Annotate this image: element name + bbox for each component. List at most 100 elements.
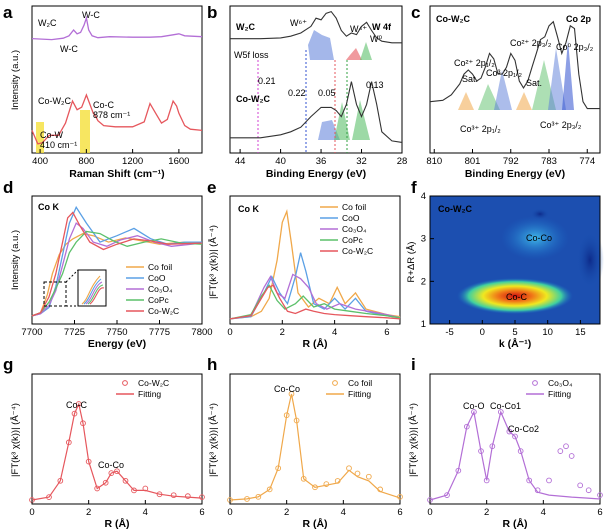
data-marker <box>497 409 504 415</box>
panel-d: 7700 7725 7750 7775 7800 Co K Co foilCoOCo₃O… <box>10 195 213 350</box>
label-878: 878 cm⁻¹ <box>93 110 130 120</box>
label-sat-1: Sat. <box>462 74 478 84</box>
series-line-copc <box>31 230 203 317</box>
y-tick-label: 2 <box>421 276 426 287</box>
label-410: 410 cm⁻¹ <box>40 140 77 150</box>
legend-label: Co foil <box>342 202 366 212</box>
y-axis-label-i: |FT(k³ χ(k))| (Å⁻⁴) <box>408 403 419 477</box>
legend-label: Fitting <box>548 389 571 399</box>
data-marker <box>354 470 361 477</box>
x-tick-label: 801 <box>465 156 481 167</box>
series-line-co-foil <box>31 232 203 317</box>
series-group-d <box>31 205 203 317</box>
series-line-co-foil <box>229 208 401 320</box>
data-marker <box>597 492 603 498</box>
series-line-co-w2c <box>31 93 203 145</box>
data-marker <box>266 486 273 493</box>
label-co-co-h: Co-Co <box>274 384 300 394</box>
label-w5f-loss: W5f loss <box>234 50 269 60</box>
legend-label: Co-W₂C <box>148 306 179 316</box>
series-line-co-w2c <box>229 284 401 320</box>
series-group-h <box>227 391 403 503</box>
x-tick-label: 6 <box>384 327 389 338</box>
series-line-copc <box>229 284 401 320</box>
x-tick-label: 36 <box>316 156 327 167</box>
y-axis-label-e: |FT(k³ χ(k))| (Å⁻⁴) <box>208 225 219 299</box>
x-tick-label: 32 <box>356 156 367 167</box>
x-tick-label: 792 <box>503 156 519 167</box>
y-axis-label-f: R+ΔR (Å) <box>406 242 417 283</box>
data-marker <box>517 448 524 454</box>
legend-label: Co-W₂C <box>342 246 373 256</box>
ticks-a: 400 800 1200 1600 <box>32 149 189 167</box>
x-axis-label-h: R (Å) <box>302 517 327 530</box>
label-w-c-1: W-C <box>60 44 78 54</box>
co3-2p12-peak <box>494 70 512 110</box>
data-marker <box>365 473 372 480</box>
x-tick-label: 1200 <box>122 156 143 167</box>
x-tick-label: 2 <box>280 327 285 338</box>
x-tick-label: 783 <box>541 156 557 167</box>
series-line-w2c <box>31 15 203 41</box>
w4-peak-top <box>346 48 362 60</box>
x-tick-label: 2 <box>86 507 91 518</box>
sat-peak-1 <box>458 92 474 110</box>
label-co3-2p12: Co³ 2p₁/₂ <box>486 68 523 78</box>
series-group-a <box>31 15 203 145</box>
data-marker <box>563 443 569 450</box>
inset-curve <box>85 281 103 305</box>
label-co-w2c: Co-W₂C <box>38 96 71 106</box>
co3-2p32-peak <box>548 48 566 110</box>
data-marker <box>114 468 120 475</box>
series-group-c <box>429 20 600 110</box>
x-axis-label-c: Binding Energy (eV) <box>465 168 565 180</box>
ticks-c: 810 801 792 783 774 <box>426 149 595 167</box>
data-marker <box>122 477 129 484</box>
zoom-connector-top <box>65 269 79 283</box>
dark-edge <box>576 230 604 290</box>
legend-label: Co foil <box>348 378 372 388</box>
series-line-co-2p-envelope <box>429 20 600 110</box>
series-group-b <box>230 10 403 143</box>
legend-marker <box>532 380 538 386</box>
dark-spot <box>530 208 550 220</box>
x-axis-label-b: Binding Energy (eV) <box>266 168 366 180</box>
inset-curve <box>83 278 102 305</box>
data-marker <box>108 470 115 476</box>
co2-2p12-peak <box>478 84 500 110</box>
legend-marker <box>122 380 128 386</box>
plot-frame-i <box>429 373 601 505</box>
label-sat-2: Sat. <box>526 78 542 88</box>
y-axis-label-g: |FT(k³ χ(k))| (Å⁻⁴) <box>10 403 21 477</box>
data-marker <box>585 487 592 494</box>
x-axis-label-g: R (Å) <box>104 517 129 530</box>
label-co2p: Co 2p <box>566 14 592 24</box>
shift-021: 0.21 <box>258 76 276 86</box>
x-tick-label: 10 <box>542 327 553 338</box>
legend-label: CoPc <box>342 235 364 245</box>
label-co-w2c-c: Co-W₂C <box>436 14 470 24</box>
x-tick-label: 800 <box>78 156 94 167</box>
x-tick-label: 6 <box>597 507 602 518</box>
x-tick-label: 4 <box>143 507 148 518</box>
x-tick-label: 5 <box>512 327 517 338</box>
y-tick-label: 3 <box>421 234 426 245</box>
series-group-g <box>29 401 205 503</box>
x-tick-label: 28 <box>397 156 408 167</box>
panel-label-c: c <box>411 3 420 22</box>
data-marker <box>546 477 552 484</box>
panel-a: 400 800 1200 1600 W₂C W-C W-C Co-W₂C Co-C 8… <box>10 5 203 180</box>
series-line-fitting <box>429 410 601 501</box>
label-co3-2p12-b: Co³⁺ 2p₁/₂ <box>460 124 501 134</box>
x-tick-label: 4 <box>341 507 346 518</box>
panel-label-a: a <box>3 3 13 22</box>
data-marker <box>170 492 177 499</box>
x-tick-label: 6 <box>397 507 402 518</box>
plot-frame-g <box>31 373 203 505</box>
ticks-b: 44 40 36 32 28 <box>235 149 407 167</box>
